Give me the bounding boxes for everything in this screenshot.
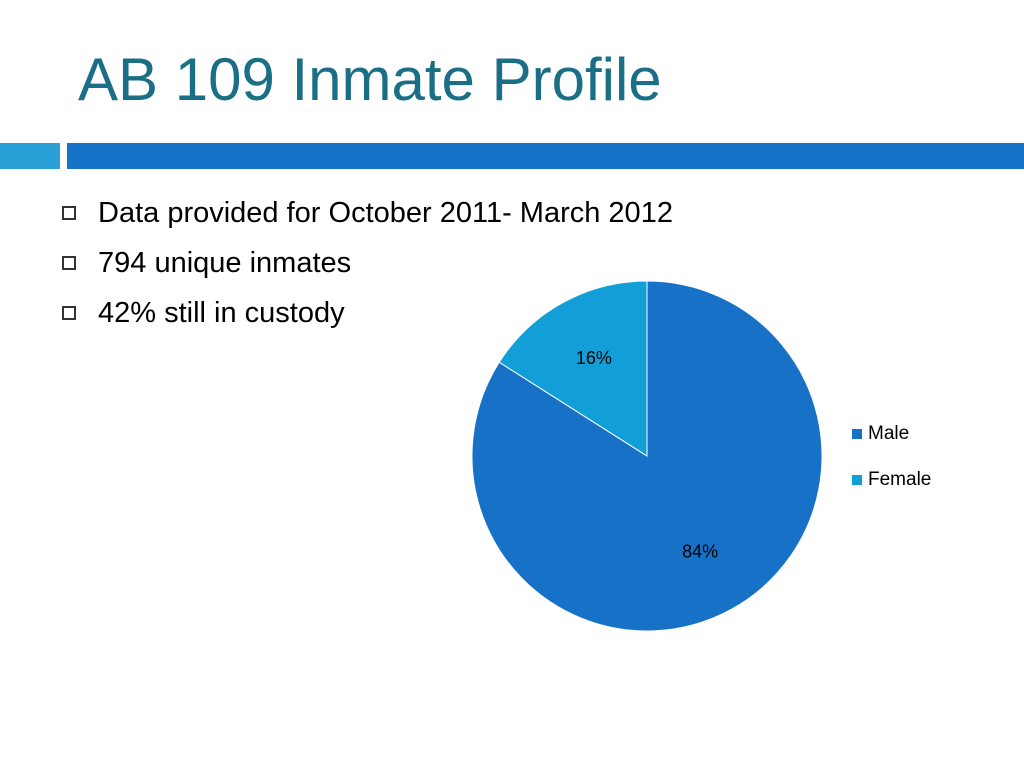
title-band	[67, 143, 1024, 169]
bullet-text: Data provided for October 2011- March 20…	[98, 196, 673, 229]
pie-data-label: 84%	[682, 541, 718, 561]
legend-item-male: Male	[852, 422, 931, 445]
legend-label: Male	[868, 422, 910, 444]
pie-data-label: 16%	[576, 348, 612, 368]
pie-labels: 84% 16%	[576, 348, 718, 561]
chart-legend: Male Female	[852, 422, 931, 514]
legend-swatch	[852, 428, 862, 439]
pie-slices	[471, 280, 823, 632]
slide-title: AB 109 Inmate Profile	[78, 46, 662, 113]
bullet-text: 794 unique inmates	[98, 246, 352, 279]
square-bullet-icon	[62, 206, 76, 220]
legend-label: Female	[868, 468, 932, 490]
bullet-list: Data provided for October 2011- March 20…	[62, 188, 673, 338]
square-bullet-icon	[62, 306, 76, 320]
legend-item-female: Female	[852, 468, 931, 491]
square-bullet-icon	[62, 256, 76, 270]
bullet-item: 794 unique inmates	[62, 238, 673, 288]
bullet-item: 42% still in custody	[62, 288, 673, 338]
bullet-item: Data provided for October 2011- March 20…	[62, 188, 673, 238]
title-band-accent	[0, 143, 60, 169]
legend-swatch	[852, 474, 862, 485]
pie-slice-female	[498, 280, 648, 457]
bullet-text: 42% still in custody	[98, 296, 345, 329]
